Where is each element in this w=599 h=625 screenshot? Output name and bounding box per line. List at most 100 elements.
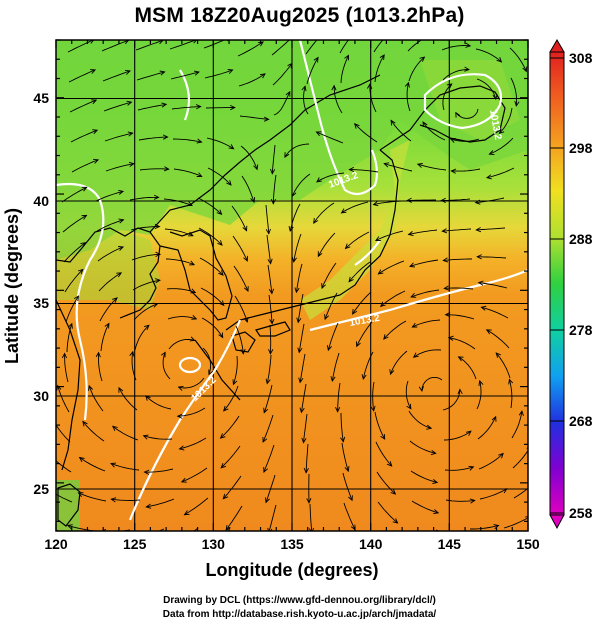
streamline-arrow xyxy=(82,420,88,427)
streamline xyxy=(177,407,206,417)
streamline xyxy=(269,324,272,354)
streamline xyxy=(442,69,469,81)
streamline xyxy=(503,517,528,529)
streamline xyxy=(489,137,514,155)
streamline xyxy=(136,71,165,81)
y-tick-labels: 25 30 35 40 45 xyxy=(33,90,49,497)
streamline xyxy=(101,40,129,52)
streamline xyxy=(202,347,212,375)
streamline-arrow xyxy=(49,454,54,459)
streamline xyxy=(144,468,174,473)
streamline xyxy=(476,227,506,231)
y-tick-label: 35 xyxy=(33,295,49,311)
streamline xyxy=(451,168,481,172)
streamline-arrow xyxy=(162,134,169,140)
colorbar-tick-label: 258 xyxy=(569,505,593,521)
streamline xyxy=(181,467,208,483)
streamline-arrow xyxy=(285,90,291,97)
streamline xyxy=(321,262,337,289)
streamline xyxy=(324,292,338,320)
streamline-arrow xyxy=(468,465,475,471)
streamline-arrow xyxy=(321,283,327,290)
streamline xyxy=(82,421,105,442)
streamline-arrow xyxy=(508,378,514,385)
streamline xyxy=(63,242,86,263)
streamline-arrow xyxy=(222,493,229,500)
streamline-arrow xyxy=(474,199,481,205)
streamline xyxy=(317,232,336,257)
streamline xyxy=(409,259,439,267)
streamline-arrow xyxy=(155,251,162,258)
streamline xyxy=(265,474,276,503)
streamline-arrow xyxy=(444,311,451,318)
streamline-arrow xyxy=(446,83,453,89)
streamline xyxy=(313,202,335,224)
x-tick-label: 150 xyxy=(516,536,540,552)
streamline xyxy=(143,435,173,440)
streamline xyxy=(112,425,139,441)
streamline xyxy=(273,91,291,116)
streamline xyxy=(71,159,99,173)
streamline xyxy=(173,168,202,177)
streamline-arrow xyxy=(145,395,151,401)
streamline xyxy=(103,101,132,112)
streamline xyxy=(476,380,482,410)
streamline xyxy=(375,441,393,467)
streamline-arrow xyxy=(92,129,99,135)
streamline-arrow xyxy=(196,138,203,144)
streamline-arrow xyxy=(380,301,386,308)
streamline xyxy=(373,200,403,206)
streamline xyxy=(417,163,447,171)
streamline-arrow xyxy=(430,450,437,456)
streamline-arrow xyxy=(36,521,41,525)
streamline xyxy=(369,84,377,113)
streamline-arrow xyxy=(388,30,393,35)
streamline-arrow xyxy=(104,322,110,329)
streamline-arrow xyxy=(449,138,456,143)
streamline xyxy=(199,257,224,276)
streamline xyxy=(378,260,405,275)
streamline-arrow xyxy=(219,300,225,307)
streamline xyxy=(289,203,301,232)
streamline-arrow xyxy=(242,225,248,232)
streamline-arrow xyxy=(433,509,440,515)
streamline xyxy=(220,445,241,469)
streamline-arrow xyxy=(267,258,273,265)
streamline-arrow xyxy=(218,332,224,339)
streamline xyxy=(56,424,71,443)
streamline-arrow xyxy=(263,407,269,414)
streamline xyxy=(441,45,471,51)
streamline xyxy=(303,413,308,443)
streamline xyxy=(475,197,505,204)
streamline-arrow xyxy=(518,410,524,417)
streamline-arrow xyxy=(380,433,386,440)
streamline xyxy=(470,525,499,530)
streamline xyxy=(198,227,223,246)
streamline xyxy=(376,471,396,495)
streamline-arrow xyxy=(432,479,439,485)
streamline-arrow xyxy=(262,436,268,443)
streamline xyxy=(306,57,319,85)
streamline xyxy=(232,355,238,385)
streamline xyxy=(341,442,349,472)
streamline xyxy=(168,338,195,350)
streamline-arrow xyxy=(416,163,423,168)
streamline xyxy=(88,385,104,412)
streamline xyxy=(499,107,513,134)
taiwan-land xyxy=(56,480,80,531)
streamline-arrow xyxy=(390,119,396,126)
streamline xyxy=(206,137,234,150)
streamline xyxy=(170,71,200,80)
streamline xyxy=(137,103,167,111)
streamline-arrow xyxy=(243,286,249,293)
streamline-arrow xyxy=(258,41,264,47)
streamline xyxy=(486,167,515,179)
streamline-arrow xyxy=(118,189,125,195)
streamline xyxy=(231,205,248,231)
streamline xyxy=(70,129,98,143)
streamline xyxy=(104,132,133,142)
streamline-arrow xyxy=(522,66,528,73)
streamline xyxy=(408,229,438,235)
streamline-arrow xyxy=(525,516,528,521)
streamline-arrow xyxy=(81,214,88,220)
